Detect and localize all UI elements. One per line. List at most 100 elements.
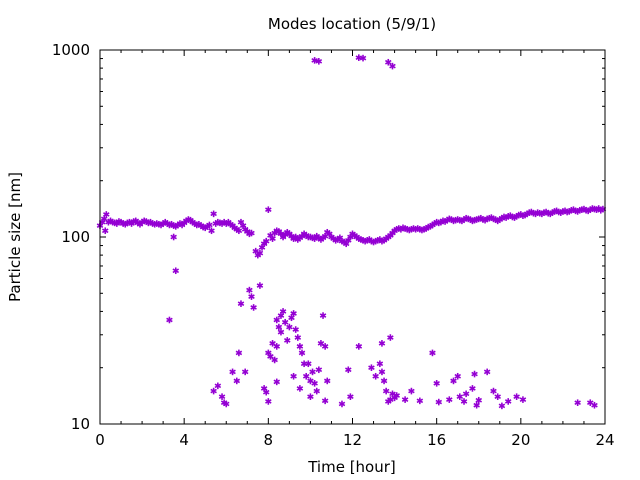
- data-point: [460, 398, 468, 405]
- data-point: [248, 229, 255, 237]
- data-point: [385, 58, 392, 66]
- data-point: [210, 210, 217, 218]
- data-point: [265, 206, 272, 213]
- data-point: [286, 323, 293, 331]
- data-point: [380, 377, 388, 385]
- data-point: [519, 396, 527, 403]
- data-point: [498, 402, 506, 410]
- data-point: [296, 385, 304, 392]
- data-point: [587, 399, 594, 406]
- data-point: [256, 249, 264, 257]
- data-point: [387, 334, 394, 341]
- data-point: [401, 396, 409, 403]
- data-point: [250, 304, 257, 311]
- chart-title: Modes location (5/9/1): [268, 15, 436, 33]
- data-point: [210, 387, 217, 395]
- data-point: [323, 377, 331, 385]
- data-point: [246, 286, 253, 294]
- data-point: [290, 372, 297, 380]
- data-point: [237, 300, 245, 307]
- data-point: [101, 227, 109, 235]
- x-tick-label: 24: [595, 431, 614, 449]
- y-axis-label: Particle size [nm]: [6, 172, 24, 302]
- y-tick-label: 100: [61, 228, 90, 246]
- y-tick-label: 1000: [52, 41, 90, 59]
- data-point: [389, 62, 396, 70]
- data-point: [208, 227, 215, 235]
- data-point: [591, 401, 598, 409]
- data-point: [433, 380, 440, 387]
- data-point: [214, 382, 222, 390]
- data-point: [429, 349, 436, 357]
- data-point: [435, 398, 443, 406]
- data-point: [307, 377, 314, 385]
- data-point: [166, 316, 173, 324]
- data-point: [273, 378, 281, 386]
- data-point: [368, 364, 375, 372]
- data-point: [290, 310, 297, 317]
- data-point: [313, 387, 320, 395]
- data-point: [275, 323, 283, 331]
- data-point: [446, 396, 453, 403]
- data-point: [416, 397, 424, 405]
- data-point: [345, 366, 352, 374]
- data-point: [382, 387, 390, 395]
- data-point: [279, 308, 287, 315]
- data-point: [504, 398, 512, 405]
- data-point: [378, 368, 386, 376]
- data-point: [256, 282, 264, 289]
- plot-frame: [99, 49, 606, 425]
- data-point: [393, 392, 400, 399]
- data-point: [302, 372, 310, 380]
- data-point: [305, 360, 312, 368]
- data-point: [494, 393, 501, 400]
- data-point: [248, 293, 255, 300]
- data-point: [338, 400, 346, 408]
- data-point: [378, 340, 386, 347]
- x-tick-label: 12: [343, 431, 362, 449]
- data-point: [475, 396, 483, 404]
- data-point: [315, 58, 323, 65]
- data-point: [267, 353, 274, 360]
- x-tick-label: 0: [95, 431, 105, 449]
- data-point: [206, 221, 213, 229]
- data-point: [513, 393, 520, 400]
- data-points: [96, 54, 607, 410]
- data-point: [172, 267, 180, 275]
- data-point: [462, 390, 470, 398]
- data-point: [277, 328, 285, 336]
- data-point: [265, 398, 272, 405]
- data-point: [355, 343, 363, 350]
- data-point: [222, 400, 230, 408]
- data-point: [490, 387, 497, 395]
- data-point: [296, 343, 304, 350]
- data-point: [292, 326, 299, 333]
- x-axis-label: Time [hour]: [307, 458, 396, 476]
- x-tick-label: 8: [264, 431, 274, 449]
- data-point: [408, 387, 415, 395]
- data-point: [574, 399, 581, 406]
- y-tick-label: 10: [71, 415, 90, 433]
- data-point: [235, 227, 243, 235]
- data-point: [273, 316, 281, 324]
- data-point: [262, 388, 270, 396]
- data-point: [321, 397, 329, 405]
- data-point: [298, 349, 306, 357]
- data-point: [271, 356, 278, 364]
- data-point: [469, 385, 476, 392]
- data-point: [359, 54, 367, 62]
- data-point: [309, 368, 316, 376]
- tick-labels: 0 4 8 12 16 20 24 10 100 1000: [52, 41, 615, 449]
- data-point: [281, 318, 289, 326]
- data-point: [347, 393, 354, 400]
- x-tick-label: 16: [427, 431, 446, 449]
- data-point: [233, 377, 241, 385]
- data-point: [450, 377, 457, 385]
- data-point: [241, 368, 249, 376]
- data-point: [273, 343, 281, 350]
- data-point: [170, 233, 177, 241]
- data-point: [454, 372, 461, 380]
- data-point: [103, 211, 110, 218]
- data-point: [321, 343, 329, 350]
